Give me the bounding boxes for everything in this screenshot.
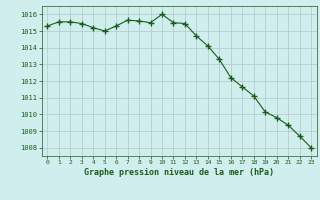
X-axis label: Graphe pression niveau de la mer (hPa): Graphe pression niveau de la mer (hPa) [84,168,274,177]
